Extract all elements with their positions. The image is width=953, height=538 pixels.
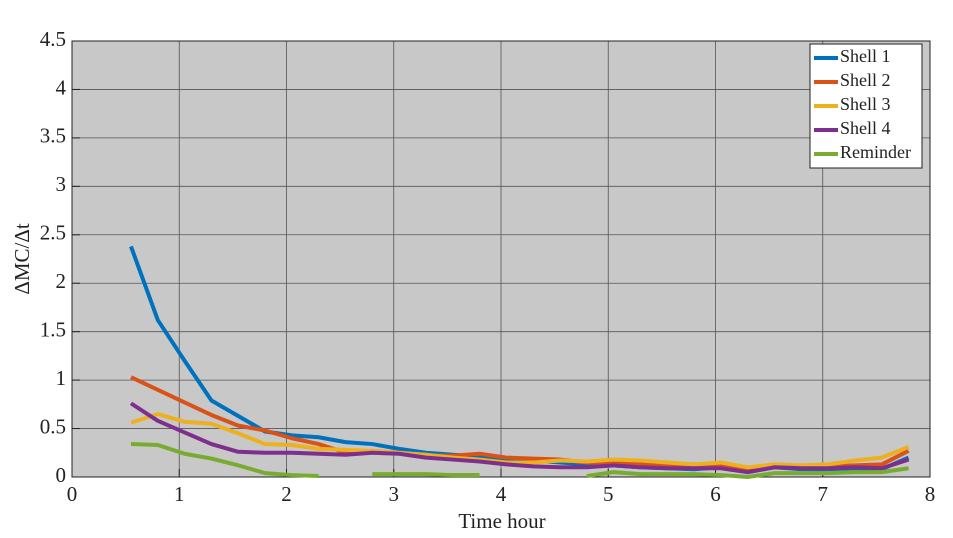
axes-box: [71, 40, 931, 478]
x-tick-label: 2: [281, 482, 292, 506]
y-tick-label: 3: [56, 172, 67, 196]
legend: Shell 1 Shell 2 Shell 3 Shell 4 Reminder: [809, 43, 923, 169]
legend-label: Shell 1: [840, 46, 891, 66]
legend-label: Reminder: [840, 142, 911, 162]
y-tick-label: 3.5: [40, 124, 66, 148]
legend-label: Shell 4: [840, 118, 891, 138]
y-tick-label: 4: [56, 75, 67, 99]
legend-label: Shell 2: [840, 70, 891, 90]
legend-label: Shell 3: [840, 94, 891, 114]
x-tick-label: 4: [496, 482, 507, 506]
x-tick-label: 0: [67, 482, 78, 506]
series-line: [130, 442, 909, 479]
x-tick-label: 1: [174, 482, 185, 506]
y-tick-label: 2.5: [40, 221, 66, 245]
y-tick-label: 1: [56, 366, 67, 390]
y-tick-label: 0.5: [40, 414, 66, 438]
x-tick-label: 7: [818, 482, 829, 506]
y-axis-label: ΔMC/Δt: [10, 223, 34, 295]
y-tick-label: 0: [56, 463, 67, 487]
x-axis-label: Time hour: [458, 509, 545, 533]
y-tick-label: 4.5: [40, 27, 66, 51]
x-tick-label: 3: [389, 482, 400, 506]
x-tick-label: 6: [710, 482, 721, 506]
y-tick-label: 2: [56, 269, 67, 293]
x-tick-label: 5: [603, 482, 614, 506]
x-tick-label: 8: [925, 482, 936, 506]
series-line: [129, 401, 910, 475]
y-tick-label: 1.5: [40, 317, 66, 341]
series-line: [130, 412, 910, 470]
